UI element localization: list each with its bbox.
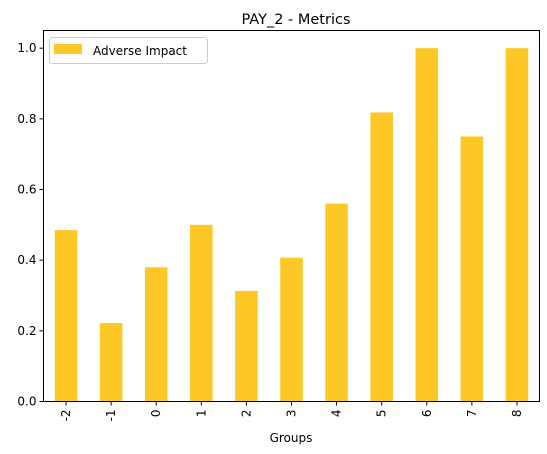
legend: Adverse Impact xyxy=(49,37,208,64)
bar-1 xyxy=(190,224,213,402)
x-axis: -2 -1 0 1 2 3 4 5 6 7 8 xyxy=(59,401,524,422)
bars-group xyxy=(54,48,529,402)
x-tick-label: 3 xyxy=(285,410,299,418)
y-tick-label: 0.2 xyxy=(17,324,36,338)
plot-frame xyxy=(43,30,540,402)
x-tick-label: 0 xyxy=(149,410,163,418)
x-tick-label: -2 xyxy=(59,410,73,422)
x-tick-label: -1 xyxy=(104,410,118,422)
bar-5 xyxy=(370,112,393,402)
bar-3 xyxy=(280,257,303,402)
bar-2 xyxy=(235,290,258,402)
bar-0 xyxy=(144,267,168,402)
x-tick-label: 1 xyxy=(194,410,208,418)
y-tick-label: 0.6 xyxy=(17,183,36,197)
y-axis: 0.0 0.2 0.4 0.6 0.8 1.0 xyxy=(17,41,44,409)
legend-label: Adverse Impact xyxy=(93,44,187,58)
y-tick-label: 1.0 xyxy=(17,41,36,55)
bar-8 xyxy=(505,48,529,402)
bar-6 xyxy=(415,48,439,402)
legend-frame xyxy=(49,37,208,64)
x-tick-label: 4 xyxy=(330,410,344,418)
bar-7 xyxy=(460,136,484,402)
y-tick-label: 0.4 xyxy=(17,253,36,267)
x-axis-label: Groups xyxy=(270,431,313,445)
bar--2 xyxy=(54,230,78,402)
y-tick-label: 0.0 xyxy=(17,395,36,409)
x-tick-label: 8 xyxy=(510,410,524,418)
x-tick-label: 2 xyxy=(239,410,253,418)
chart-title: PAY_2 - Metrics xyxy=(241,12,350,28)
x-tick-label: 6 xyxy=(420,410,434,418)
legend-swatch xyxy=(54,44,82,54)
x-tick-label: 7 xyxy=(465,410,479,418)
bar--1 xyxy=(99,323,123,402)
y-tick-label: 0.8 xyxy=(17,112,36,126)
x-tick-label: 5 xyxy=(375,410,389,418)
bar-4 xyxy=(325,203,348,402)
